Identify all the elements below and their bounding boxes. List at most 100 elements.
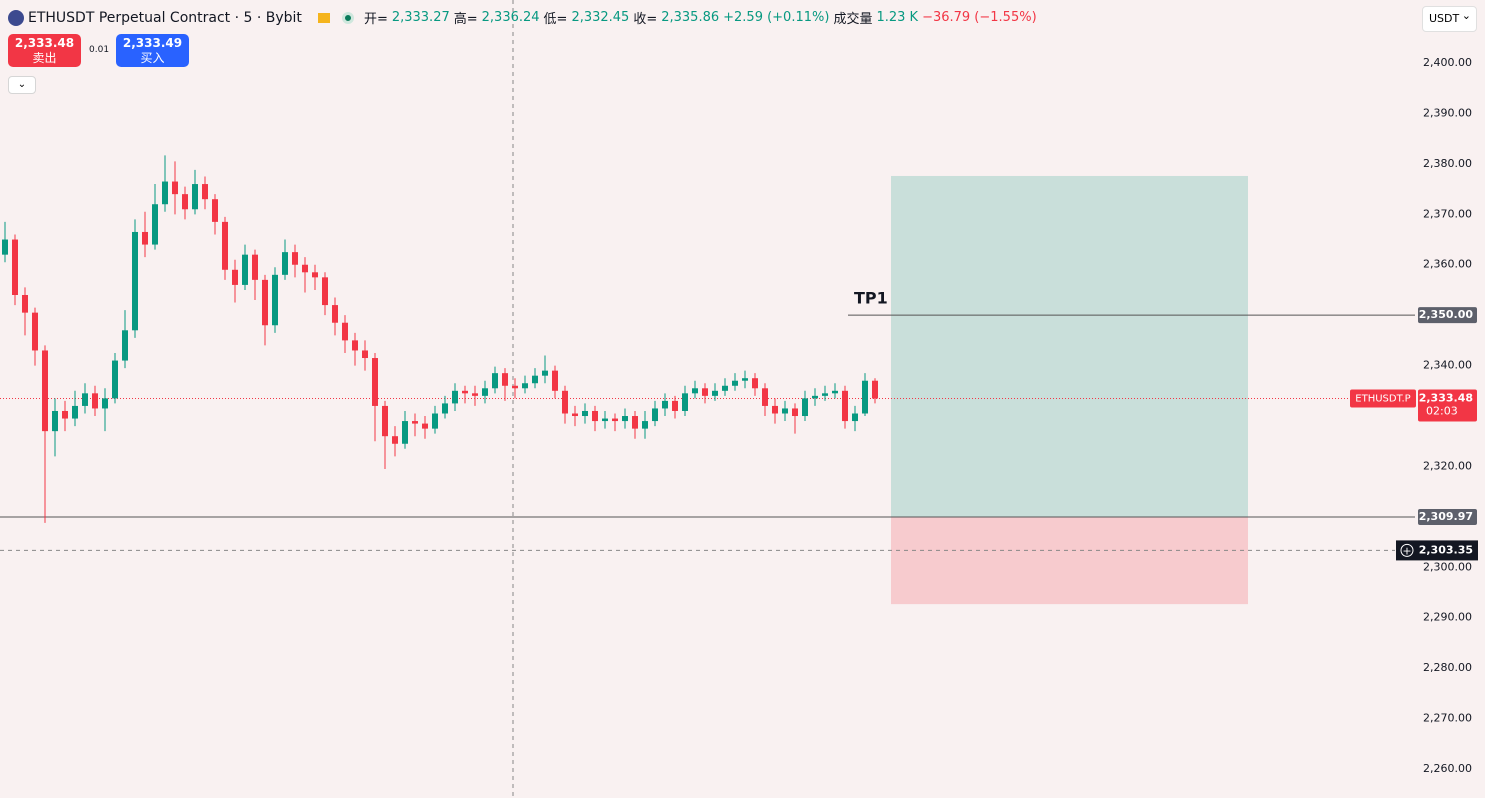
ohlc-label: 低=	[543, 12, 568, 27]
candle-body	[672, 400, 678, 411]
candle-body	[582, 410, 588, 417]
y-tick-label: 2,290.00	[1423, 611, 1472, 624]
candle-body	[512, 385, 518, 389]
candle-body	[252, 254, 258, 280]
candle-body	[452, 390, 458, 404]
spread: 0.01	[89, 45, 110, 55]
candle-body	[132, 231, 138, 331]
candle-body	[182, 194, 188, 210]
candle-body	[762, 388, 768, 406]
candle-body	[142, 231, 148, 245]
candle-body	[102, 398, 108, 409]
candle-body	[812, 395, 818, 399]
candle-body	[782, 408, 788, 414]
candle-body	[462, 390, 468, 394]
ohlc-label: 高=	[453, 12, 478, 27]
tp-price-label: 2,350.00	[1419, 308, 1474, 321]
y-tick-label: 2,280.00	[1423, 661, 1472, 674]
candle-body	[382, 405, 388, 437]
volume-change: −36.79 (−1.55%)	[922, 10, 1037, 25]
sell-price: 2,333.48	[14, 36, 75, 50]
tp-price-label-box	[1418, 307, 1477, 324]
ohlc-value: 2,335.86	[661, 10, 720, 25]
candle-body	[832, 390, 838, 394]
currency: USDT	[1429, 12, 1460, 25]
y-tick-label: 2,360.00	[1423, 258, 1472, 271]
sell-button[interactable]: 2,333.48 卖出	[8, 34, 81, 67]
flag[interactable]	[317, 12, 330, 23]
y-tick-label: 2,390.00	[1423, 106, 1472, 119]
candle-body	[392, 436, 398, 444]
candle-body	[362, 350, 368, 359]
symbol[interactable]: ETHUSDT Perpetual Contract · 5 · Bybit	[28, 9, 302, 26]
candle-body	[482, 388, 488, 396]
candle-body	[502, 373, 508, 386]
candle-body	[12, 239, 18, 295]
y-tick-label: 2,320.00	[1423, 459, 1472, 472]
ohlc-value: 2,333.27	[391, 10, 450, 25]
expand-button[interactable]: ⌄	[8, 76, 36, 94]
volume-label: 成交量	[833, 12, 873, 27]
candle-body	[612, 418, 618, 422]
candle-body	[42, 350, 48, 432]
buy-price: 2,333.49	[122, 36, 183, 50]
candle-body	[432, 413, 438, 429]
candle-body	[242, 254, 248, 285]
candle-body	[842, 390, 848, 422]
candle-body	[222, 221, 228, 270]
candle-body	[712, 390, 718, 396]
candle-body	[862, 380, 868, 414]
buy-button[interactable]: 2,333.49 买入	[116, 34, 189, 67]
candle-body	[442, 403, 448, 414]
candle-body	[292, 252, 298, 265]
candle-body	[232, 269, 238, 285]
candle-body	[772, 405, 778, 414]
candle-body	[122, 330, 128, 361]
crosshair-add	[1400, 543, 1414, 557]
crosshair-box	[1396, 540, 1478, 561]
buy-label: 买入	[140, 51, 165, 65]
last-price-box	[1418, 389, 1477, 422]
candle-body	[692, 388, 698, 394]
candle-body	[372, 358, 378, 406]
candle-body	[112, 360, 118, 399]
y-tick-label: 2,300.00	[1423, 560, 1472, 573]
currency-select[interactable]: USDT	[1422, 4, 1477, 32]
candle-body	[642, 421, 648, 429]
candle-body	[532, 375, 538, 384]
y-tick-label: 2,370.00	[1423, 207, 1472, 220]
sell-label: 卖出	[32, 51, 57, 65]
candle-body	[72, 405, 78, 419]
volume: 1.23 K	[876, 10, 919, 25]
crosshair-price: 2,303.35	[1419, 543, 1473, 556]
loss-zone	[891, 517, 1248, 605]
candle-body	[352, 340, 358, 351]
candle-body	[542, 370, 548, 376]
candle-body	[22, 294, 28, 313]
status-dot	[341, 11, 354, 24]
candle-body	[552, 370, 558, 391]
countdown: 02:03	[1426, 404, 1458, 417]
candle-body	[742, 378, 748, 381]
candle-body	[662, 400, 668, 409]
candle-body	[322, 277, 328, 306]
candle-body	[792, 408, 798, 417]
crosshair-plus: +	[1402, 544, 1411, 557]
candle-body	[332, 305, 338, 323]
symbol-label: ETHUSDT.P	[1355, 393, 1410, 404]
tp-name: TP1	[854, 289, 888, 308]
candle-body	[412, 421, 418, 424]
candle-body	[422, 423, 428, 429]
candle-body	[492, 373, 498, 389]
candle-body	[632, 416, 638, 429]
change: +2.59 (+0.11%)	[723, 10, 830, 25]
ohlc-value: 2,336.24	[481, 10, 540, 25]
candle-body	[172, 181, 178, 195]
ohlc-value: 2,332.45	[571, 10, 630, 25]
candle-body	[192, 184, 198, 210]
candle-body	[272, 274, 278, 326]
candle-body	[2, 239, 8, 255]
y-tick-label: 2,380.00	[1423, 157, 1472, 170]
